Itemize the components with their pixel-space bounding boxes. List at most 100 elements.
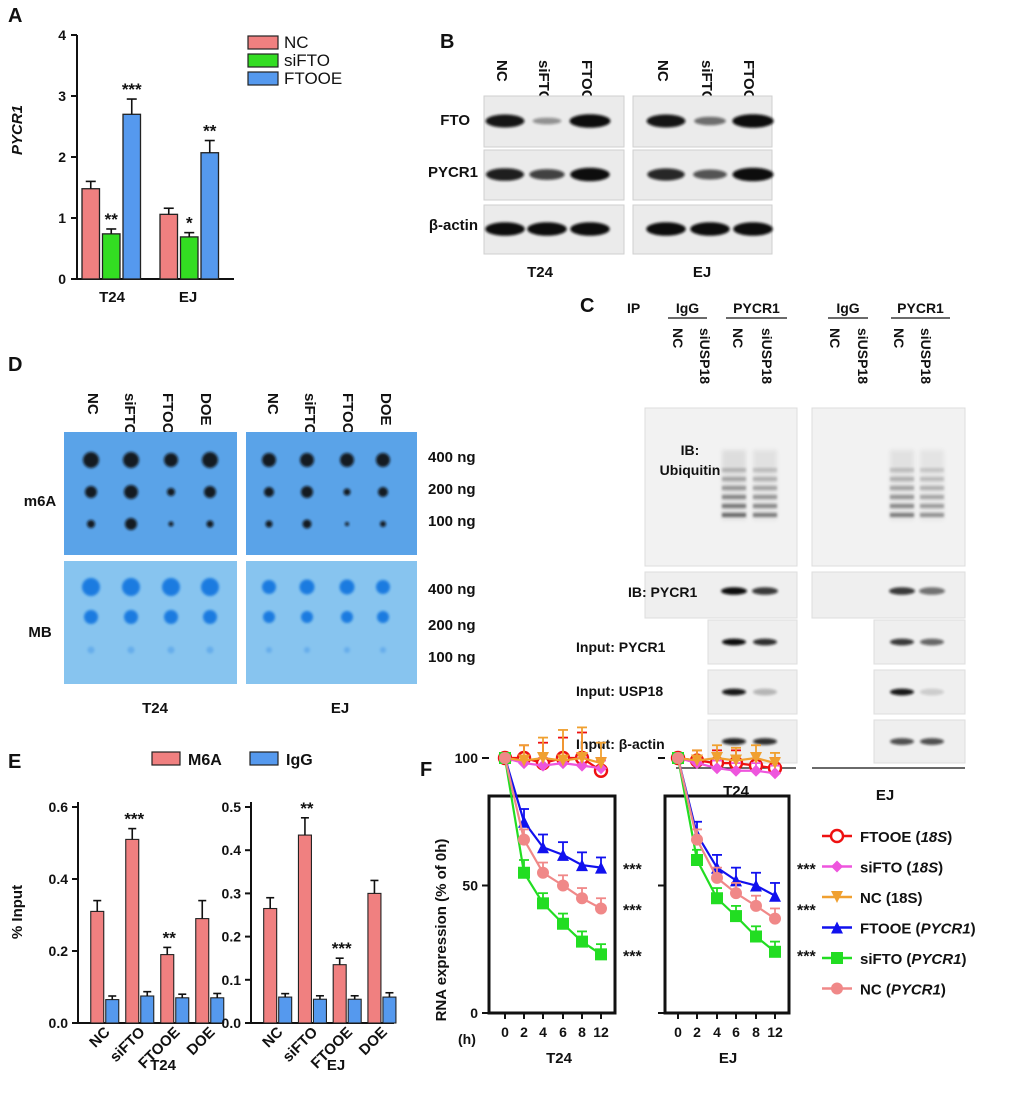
panel-b-band bbox=[647, 168, 685, 181]
panel-f-marker bbox=[750, 879, 762, 892]
panel-d-m6a-dot bbox=[206, 520, 214, 528]
panel-f-legend-prefix: FTOOE ( bbox=[860, 921, 921, 938]
panel-c-band bbox=[722, 738, 746, 745]
panel-d-m6a-dot bbox=[164, 453, 178, 467]
panel-a-yticks: 0 1 2 3 4 bbox=[58, 27, 77, 287]
panel-d-m6a-dot bbox=[168, 521, 174, 527]
panel-c-group-label: IgG bbox=[676, 300, 699, 316]
panel-f-xunit: (h) bbox=[458, 1031, 476, 1047]
panel-d-mb-dot bbox=[339, 579, 355, 595]
panel-letter-d: D bbox=[8, 354, 22, 376]
panel-f-marker bbox=[831, 860, 843, 873]
panel-a-sig: * bbox=[186, 214, 193, 233]
panel-f-sig: *** bbox=[797, 902, 816, 919]
panel-f-marker bbox=[769, 767, 781, 780]
panel-c-lane-label: siUSP18 bbox=[697, 328, 713, 384]
panel-d-m6a-membrane bbox=[246, 432, 417, 555]
panel-d-m6a-dot bbox=[87, 520, 95, 528]
panel-c-lane-label: NC bbox=[730, 328, 746, 348]
panel-d-m6a-dot bbox=[380, 521, 386, 527]
panel-b-band bbox=[694, 116, 726, 126]
panel-d-lane-label: DOE bbox=[377, 393, 394, 426]
panel-a-group-t24: T24 bbox=[99, 289, 126, 306]
panel-d-mb-dot bbox=[304, 647, 310, 653]
panel-b-band bbox=[532, 117, 562, 125]
panel-e-sig: ** bbox=[300, 799, 314, 818]
panel-f-marker bbox=[557, 848, 569, 861]
panel-a-sig: ** bbox=[203, 122, 217, 141]
panel-f-marker bbox=[557, 754, 569, 767]
panel-b-lane-label: NC bbox=[654, 60, 671, 82]
panel-a-sig: ** bbox=[105, 210, 119, 229]
panel-f-marker bbox=[672, 752, 684, 764]
panel-d-amount-label: 100 ng bbox=[428, 513, 476, 530]
panel-d-m6a-dot bbox=[123, 452, 139, 468]
panel-a-bar bbox=[200, 152, 220, 280]
panel-f-xtick-label: 4 bbox=[713, 1024, 721, 1040]
panel-d-mb-dot bbox=[203, 610, 217, 624]
panel-f-sig: *** bbox=[797, 948, 816, 965]
panel-d-m6a-dot bbox=[124, 485, 138, 499]
panel-d-m6a-dot bbox=[302, 519, 312, 529]
panel-e-category-label: DOE bbox=[184, 1024, 219, 1059]
panel-d-m6a-dot bbox=[264, 487, 274, 497]
panel-c-band bbox=[721, 587, 747, 595]
panel-f-legend-gene: PYCR1 bbox=[921, 921, 971, 938]
panel-e-ytick-label: 0.0 bbox=[222, 1015, 242, 1031]
panel-c-input-strip bbox=[707, 619, 798, 665]
panel-c-lane-label: NC bbox=[891, 328, 907, 348]
panel-d-amount-label: 100 ng bbox=[428, 649, 476, 666]
panel-d-m6a-dot bbox=[204, 486, 216, 498]
panel-d-mb-dot bbox=[124, 610, 138, 624]
panel-b-band bbox=[570, 222, 610, 236]
panel-f-marker bbox=[831, 982, 843, 995]
panel-c-band bbox=[753, 688, 777, 696]
panel-f-ylabel: RNA expression (% of 0h) bbox=[433, 839, 450, 1022]
panel-d-m6a-dot bbox=[345, 522, 349, 526]
panel-f-marker bbox=[691, 833, 703, 846]
panel-a-bars: ******** bbox=[81, 80, 220, 280]
panel-e-bar bbox=[297, 834, 312, 1024]
panel-e-bar bbox=[175, 997, 190, 1024]
panel-b-lane-label: siFTO bbox=[535, 60, 552, 103]
panel-f-marker bbox=[831, 921, 843, 934]
panel-f-ytick-label: 0 bbox=[470, 1005, 478, 1021]
panel-d-cell-ej: EJ bbox=[331, 700, 349, 717]
panel-d-m6a-dot bbox=[265, 520, 273, 528]
panel-e-sig: *** bbox=[332, 939, 352, 958]
panel-f-legend-prefix: siFTO ( bbox=[860, 951, 911, 968]
panel-f-xtick-label: 2 bbox=[693, 1024, 701, 1040]
panel-f-ytick-label: 100 bbox=[455, 750, 479, 766]
panel-c-lane-label: siUSP18 bbox=[855, 328, 871, 384]
panel-c-lane-labels: NC siUSP18 NC siUSP18 NC siUSP18 NC siUSP18 bbox=[670, 328, 934, 384]
panel-e-ytick-label: 0.4 bbox=[222, 842, 242, 858]
panel-f-legend-label: NC (18S) bbox=[860, 890, 923, 907]
panel-a-legend-label: siFTO bbox=[284, 51, 330, 70]
panel-b-band bbox=[529, 169, 565, 180]
panel-e-category-label: DOE bbox=[356, 1024, 391, 1059]
panel-f-legend-prefix: NC ( bbox=[860, 982, 891, 999]
panel-c-ub-haze bbox=[722, 450, 746, 520]
panel-d-m6a-dot bbox=[202, 452, 218, 468]
panel-f-marker bbox=[518, 833, 530, 846]
panel-f-marker bbox=[691, 854, 703, 866]
panel-b-band bbox=[570, 167, 610, 182]
panel-d-m6a-dot bbox=[83, 452, 99, 468]
panel-f-legend-suffix: ) bbox=[961, 951, 966, 968]
panel-f-cell-t24: T24 bbox=[546, 1050, 573, 1067]
panel-b-band bbox=[693, 169, 727, 180]
panel-f-legend-suffix: ) bbox=[971, 921, 976, 938]
panel-d-cell-t24: T24 bbox=[142, 700, 169, 717]
panel-d-mb-dot bbox=[122, 578, 140, 596]
panel-d-mb-dot bbox=[206, 646, 214, 654]
panel-f-marker bbox=[537, 752, 549, 764]
panel-e-category-label: NC bbox=[86, 1024, 113, 1051]
panel-f-marker bbox=[769, 889, 781, 902]
panel-f-xtick-label: 8 bbox=[752, 1024, 760, 1040]
panel-f-marker bbox=[576, 752, 588, 764]
panel-f-marker bbox=[576, 892, 588, 905]
panel-c-band bbox=[753, 738, 777, 745]
panel-c-band bbox=[753, 638, 777, 646]
panel-d-lane-label: NC bbox=[84, 393, 101, 415]
panel-c-band bbox=[920, 688, 944, 696]
